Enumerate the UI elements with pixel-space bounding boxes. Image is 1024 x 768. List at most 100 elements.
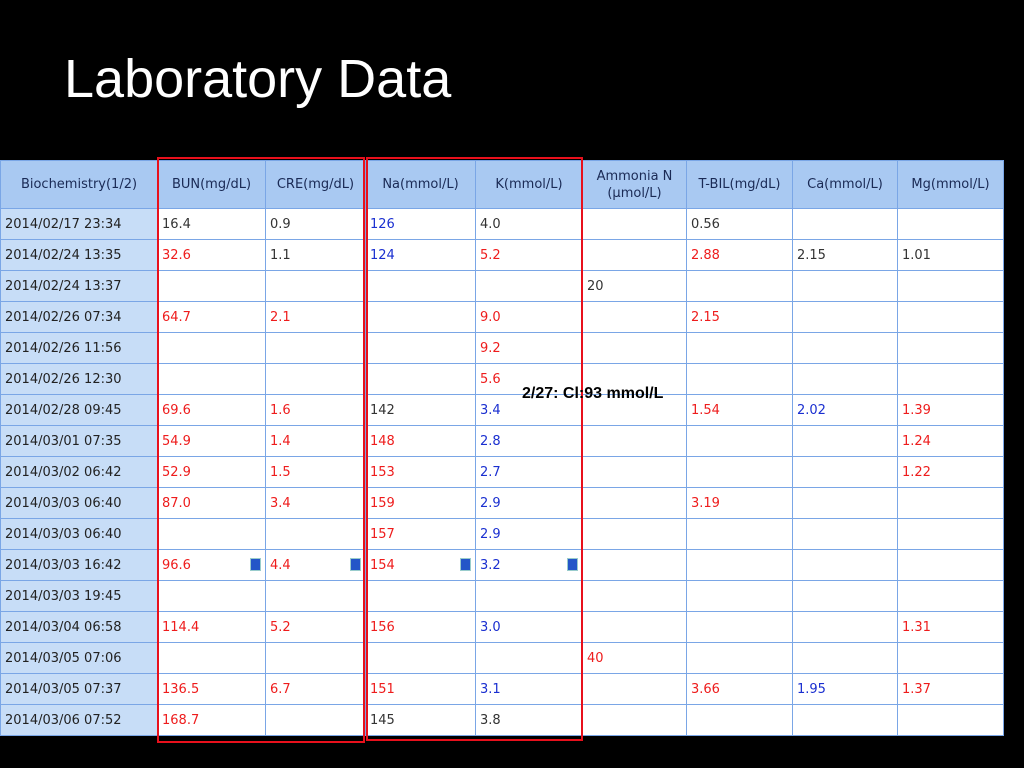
table-cell (686, 456, 793, 488)
table-cell (265, 704, 366, 736)
table-cell: 2014/03/06 07:52 (0, 704, 158, 736)
table-row: 2014/03/05 07:37 136.5 6.7 151 3.1 3.66 1.95 1.… (0, 673, 1004, 705)
table-cell (582, 549, 687, 581)
table-cell: 4.0 (475, 208, 583, 240)
table-cell (792, 580, 898, 612)
table-cell: 2014/02/24 13:35 (0, 239, 158, 271)
table-cell (265, 270, 366, 302)
table-cell: 2014/02/24 13:37 (0, 270, 158, 302)
table-cell (792, 549, 898, 581)
table-cell (582, 580, 687, 612)
table-row: 2014/03/04 06:58 114.4 5.2 156 3.0 1.31 (0, 611, 1004, 643)
table-cell: 2.8 (475, 425, 583, 457)
table-cell: 2.15 (792, 239, 898, 271)
table-cell: 2014/02/28 09:45 (0, 394, 158, 426)
table-cell: 153 (365, 456, 476, 488)
table-cell: 136.5 (157, 673, 266, 705)
table-cell (582, 456, 687, 488)
column-header: BUN(mg/dL) (157, 160, 266, 209)
table-cell: 5.2 (475, 239, 583, 271)
table-cell (582, 394, 687, 426)
table-cell (582, 518, 687, 550)
table-cell: 156 (365, 611, 476, 643)
table-cell: 2014/03/05 07:06 (0, 642, 158, 674)
table-cell: 2014/03/05 07:37 (0, 673, 158, 705)
table-cell: 6.7 (265, 673, 366, 705)
table-cell: 5.6 (475, 363, 583, 395)
table-cell: 2014/03/03 06:40 (0, 487, 158, 519)
table-cell (897, 487, 1004, 519)
flag-icon (250, 558, 261, 571)
table-cell (582, 239, 687, 271)
table-row: 2014/03/02 06:42 52.9 1.5 153 2.7 1.22 (0, 456, 1004, 488)
column-header: Ca(mmol/L) (792, 160, 898, 209)
table-cell (792, 425, 898, 457)
table-cell (686, 332, 793, 364)
table-cell: 20 (582, 270, 687, 302)
table-cell: 2014/03/03 19:45 (0, 580, 158, 612)
column-header: Mg(mmol/L) (897, 160, 1004, 209)
table-cell (686, 270, 793, 302)
table-cell (897, 301, 1004, 333)
column-header: Ammonia N (μmol/L) (582, 160, 687, 209)
table-cell: 1.54 (686, 394, 793, 426)
table-cell (897, 549, 1004, 581)
table-cell: 2.15 (686, 301, 793, 333)
table-cell: 0.56 (686, 208, 793, 240)
lab-table: Biochemistry(1/2) BUN(mg/dL) CRE(mg/dL) Na(… (0, 160, 1004, 736)
table-row: 2014/03/05 07:06 40 (0, 642, 1004, 674)
table-cell (582, 611, 687, 643)
table-cell: 64.7 (157, 301, 266, 333)
table-cell (897, 270, 1004, 302)
table-cell (157, 363, 266, 395)
table-cell: 2.1 (265, 301, 366, 333)
table-cell: 2014/02/26 07:34 (0, 301, 158, 333)
table-cell: 2014/03/04 06:58 (0, 611, 158, 643)
table-cell (792, 611, 898, 643)
table-cell (792, 704, 898, 736)
table-cell: 1.01 (897, 239, 1004, 271)
annotation: 2/27: Cl:93 mmol/L (522, 385, 664, 402)
table-cell: 2014/02/26 12:30 (0, 363, 158, 395)
table-cell (157, 270, 266, 302)
highlight-box (157, 157, 365, 743)
table-cell (897, 580, 1004, 612)
table-cell: 3.19 (686, 487, 793, 519)
table-cell (897, 208, 1004, 240)
table-cell (265, 363, 366, 395)
table-cell: 40 (582, 642, 687, 674)
column-header: Biochemistry(1/2) (0, 160, 158, 209)
table-cell: 2.9 (475, 487, 583, 519)
table-cell (792, 518, 898, 550)
table-cell: 2014/03/01 07:35 (0, 425, 158, 457)
table-cell: 1.24 (897, 425, 1004, 457)
flag-icon (567, 558, 578, 571)
table-cell (686, 580, 793, 612)
highlight-box (366, 157, 583, 741)
table-cell: 1.95 (792, 673, 898, 705)
table-cell: 148 (365, 425, 476, 457)
table-cell: 2014/03/02 06:42 (0, 456, 158, 488)
table-cell: 96.6 (157, 549, 266, 581)
table-cell: 9.0 (475, 301, 583, 333)
table-cell: 4.4 (265, 549, 366, 581)
table-cell: 1.39 (897, 394, 1004, 426)
table-row: 2014/03/01 07:35 54.9 1.4 148 2.8 1.24 (0, 425, 1004, 457)
table-row: 2014/02/26 12:30 5.6 (0, 363, 1004, 395)
table-row: 2014/03/03 19:45 (0, 580, 1004, 612)
table-cell: 2014/03/03 16:42 (0, 549, 158, 581)
table-cell (897, 363, 1004, 395)
table-cell: 1.37 (897, 673, 1004, 705)
slide-title: Laboratory Data (64, 49, 452, 109)
table-cell: 2.88 (686, 239, 793, 271)
flag-icon (460, 558, 471, 571)
table-cell: 2014/03/03 06:40 (0, 518, 158, 550)
table-cell (686, 549, 793, 581)
header-row: Biochemistry(1/2) BUN(mg/dL) CRE(mg/dL) Na(… (0, 160, 1004, 209)
table-cell (686, 363, 793, 395)
table-cell (792, 363, 898, 395)
table-cell (582, 332, 687, 364)
table-cell (792, 487, 898, 519)
table-body: 2014/02/17 23:34 16.4 0.9 126 4.0 0.56 2014/02… (0, 208, 1004, 736)
